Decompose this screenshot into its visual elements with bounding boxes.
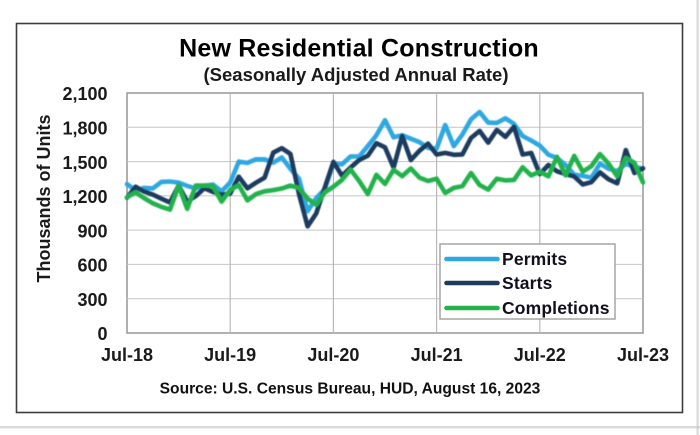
svg-text:600: 600 bbox=[77, 256, 107, 276]
svg-text:Starts: Starts bbox=[502, 273, 553, 293]
svg-text:Jul-21: Jul-21 bbox=[411, 345, 463, 365]
svg-text:300: 300 bbox=[77, 290, 107, 310]
svg-text:2,100: 2,100 bbox=[62, 84, 107, 104]
svg-text:1,500: 1,500 bbox=[62, 153, 107, 173]
svg-text:New Residential Construction: New Residential Construction bbox=[179, 35, 539, 63]
svg-text:Completions: Completions bbox=[502, 298, 610, 318]
svg-text:Jul-18: Jul-18 bbox=[101, 345, 153, 365]
svg-text:Jul-22: Jul-22 bbox=[514, 345, 566, 365]
svg-text:1,800: 1,800 bbox=[62, 119, 107, 139]
svg-text:0: 0 bbox=[97, 324, 107, 344]
svg-text:1,200: 1,200 bbox=[62, 187, 107, 207]
svg-text:Permits: Permits bbox=[502, 249, 567, 269]
svg-text:(Seasonally Adjusted Annual Ra: (Seasonally Adjusted Annual Rate) bbox=[204, 64, 509, 85]
svg-text:Jul-19: Jul-19 bbox=[204, 345, 256, 365]
svg-text:Thousands of Units: Thousands of Units bbox=[34, 115, 54, 283]
svg-text:Jul-23: Jul-23 bbox=[617, 345, 669, 365]
svg-text:900: 900 bbox=[77, 221, 107, 241]
svg-text:Jul-20: Jul-20 bbox=[307, 345, 359, 365]
svg-text:Source: U.S. Census Bureau, H: Source: U.S. Census Bureau, HUD, August … bbox=[160, 381, 541, 398]
